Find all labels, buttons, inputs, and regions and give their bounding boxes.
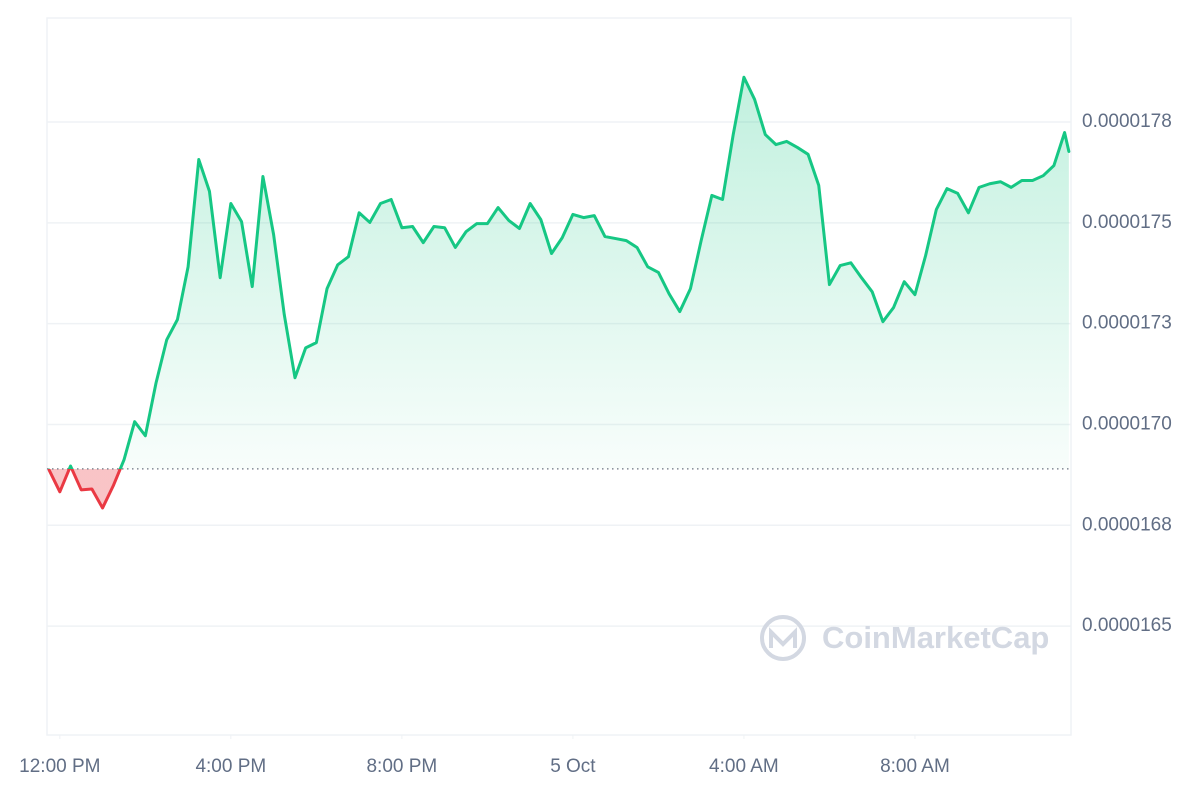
y-tick-label: 0.0000165 bbox=[1082, 615, 1172, 636]
x-tick-label: 4:00 PM bbox=[195, 756, 266, 777]
price-area bbox=[49, 77, 1069, 508]
y-tick-label: 0.0000170 bbox=[1082, 414, 1172, 435]
y-tick-label: 0.0000173 bbox=[1082, 313, 1172, 334]
y-tick-label: 0.0000175 bbox=[1082, 212, 1172, 233]
y-tick-label: 0.0000178 bbox=[1082, 111, 1172, 132]
price-line bbox=[47, 75, 1071, 510]
y-tick-label: 0.0000168 bbox=[1082, 514, 1172, 535]
x-tick-label: 8:00 PM bbox=[366, 756, 437, 777]
x-tick-label: 12:00 PM bbox=[19, 756, 100, 777]
x-tick-label: 5 Oct bbox=[550, 756, 596, 777]
plot-frame bbox=[46, 17, 1072, 736]
x-tick-label: 4:00 AM bbox=[709, 756, 779, 777]
x-tick-label: 8:00 AM bbox=[880, 756, 950, 777]
watermark: CoinMarketCap bbox=[822, 620, 1049, 655]
watermark-logo bbox=[760, 615, 806, 661]
